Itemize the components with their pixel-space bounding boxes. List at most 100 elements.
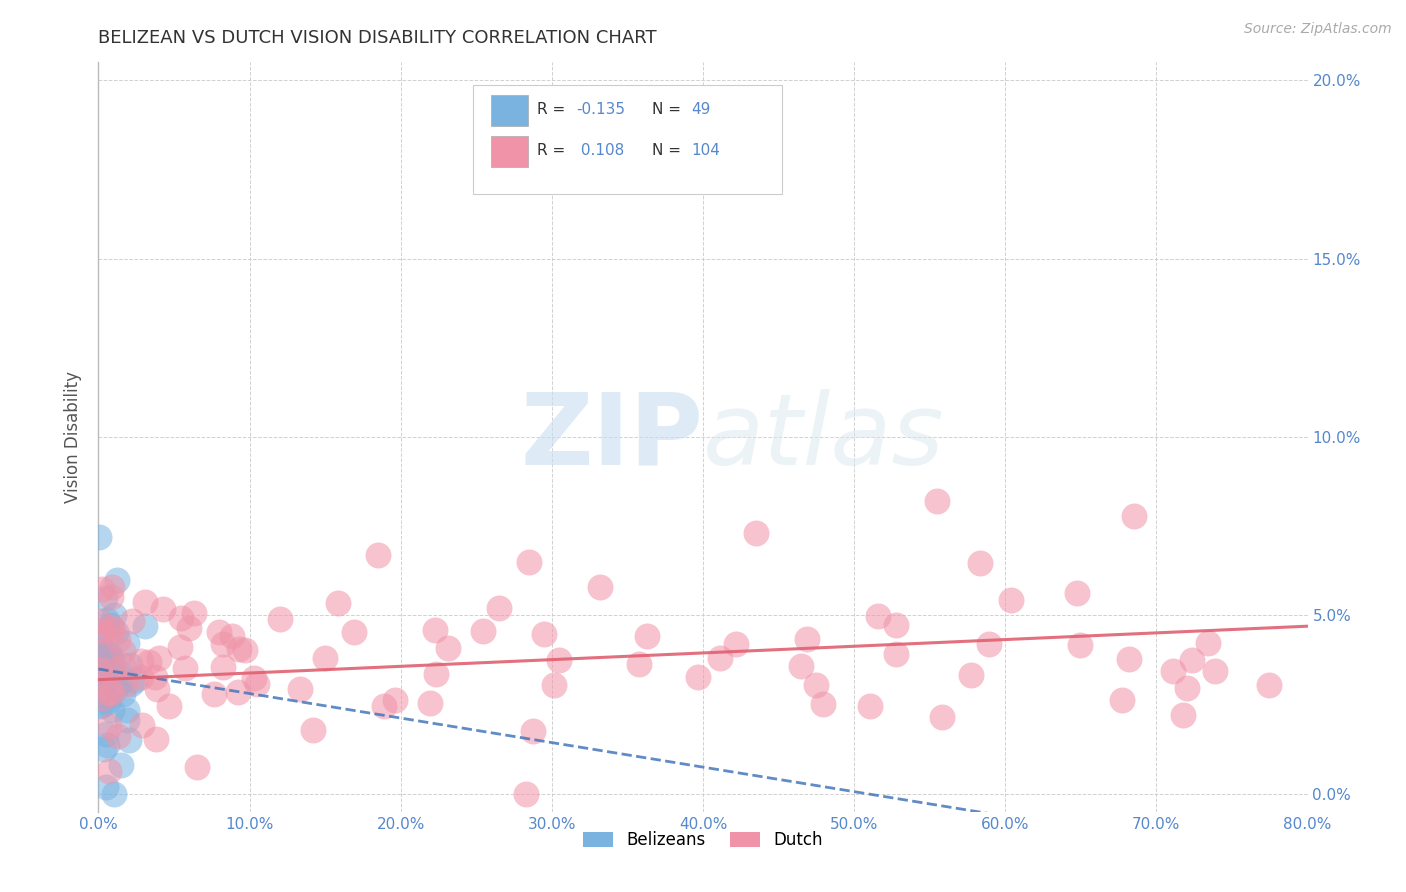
Point [101, 580, 124, 594]
Point [709, 651, 731, 665]
Point [1175, 681, 1198, 695]
Point [1118, 652, 1140, 666]
Point [425, 667, 447, 681]
Point [94, 727, 117, 741]
Point [90, 631, 112, 645]
Point [98, 718, 121, 732]
Point [103, 608, 125, 623]
Point [94, 780, 117, 794]
Point [745, 526, 768, 541]
Point [796, 632, 818, 646]
Point [93, 656, 115, 670]
Point [302, 723, 325, 737]
Point [90, 663, 112, 677]
Point [89, 687, 111, 701]
Point [522, 724, 544, 739]
Point [1111, 692, 1133, 706]
Point [112, 657, 135, 672]
Text: 104: 104 [690, 144, 720, 159]
Point [1163, 664, 1185, 678]
Point [725, 637, 748, 651]
Point [183, 606, 205, 620]
Point [90, 698, 112, 712]
Point [884, 617, 907, 632]
Text: N =: N = [652, 144, 686, 159]
Point [143, 670, 166, 684]
Text: 49: 49 [690, 103, 710, 117]
Point [146, 681, 169, 696]
Point [186, 760, 208, 774]
Point [131, 718, 153, 732]
Point [101, 620, 124, 634]
Point [686, 670, 709, 684]
Point [96, 622, 118, 636]
Point [96, 690, 118, 704]
Point [90, 582, 112, 597]
Point [118, 733, 141, 747]
Point [235, 643, 257, 657]
Point [124, 673, 146, 687]
Point [104, 681, 127, 696]
Point [1122, 508, 1144, 523]
FancyBboxPatch shape [474, 85, 782, 194]
Point [157, 698, 180, 713]
Point [101, 624, 124, 638]
Point [117, 713, 139, 727]
Point [101, 686, 124, 700]
Point [931, 710, 953, 724]
Point [91, 659, 114, 673]
Point [100, 591, 122, 605]
Point [627, 657, 650, 672]
Point [517, 555, 540, 569]
Point [169, 640, 191, 655]
Point [90, 667, 112, 681]
Point [384, 693, 406, 707]
Point [174, 661, 197, 675]
Point [111, 644, 134, 658]
Point [97, 648, 120, 662]
Point [103, 787, 125, 801]
Point [145, 732, 167, 747]
Point [98, 686, 121, 700]
Text: atlas: atlas [703, 389, 945, 485]
FancyBboxPatch shape [492, 95, 527, 126]
Point [100, 669, 122, 683]
Point [134, 595, 156, 609]
Point [969, 556, 991, 570]
Point [148, 651, 170, 665]
Point [107, 633, 129, 648]
Point [112, 687, 135, 701]
Point [91, 624, 114, 638]
Point [89, 645, 111, 659]
Point [1350, 259, 1372, 273]
Point [152, 602, 174, 616]
Point [269, 612, 291, 626]
Point [94, 668, 117, 682]
Point [120, 677, 142, 691]
Point [859, 698, 882, 713]
Point [138, 656, 160, 670]
Point [228, 642, 250, 657]
Point [1171, 707, 1194, 722]
Point [110, 758, 132, 772]
Point [471, 624, 494, 638]
Point [89, 661, 111, 675]
Point [884, 648, 907, 662]
Point [1181, 653, 1204, 667]
Point [314, 650, 336, 665]
Point [212, 637, 235, 651]
Point [101, 703, 124, 717]
Point [107, 664, 129, 678]
Point [97, 695, 120, 709]
Point [866, 609, 889, 624]
Point [105, 573, 128, 587]
Text: N =: N = [652, 103, 686, 117]
Point [98, 648, 121, 663]
Text: BELIZEAN VS DUTCH VISION DISABILITY CORRELATION CHART: BELIZEAN VS DUTCH VISION DISABILITY CORR… [98, 29, 657, 47]
Point [97, 666, 120, 681]
Point [89, 646, 111, 660]
Point [117, 636, 139, 650]
Point [221, 629, 243, 643]
Point [488, 601, 510, 615]
Point [90, 646, 112, 660]
